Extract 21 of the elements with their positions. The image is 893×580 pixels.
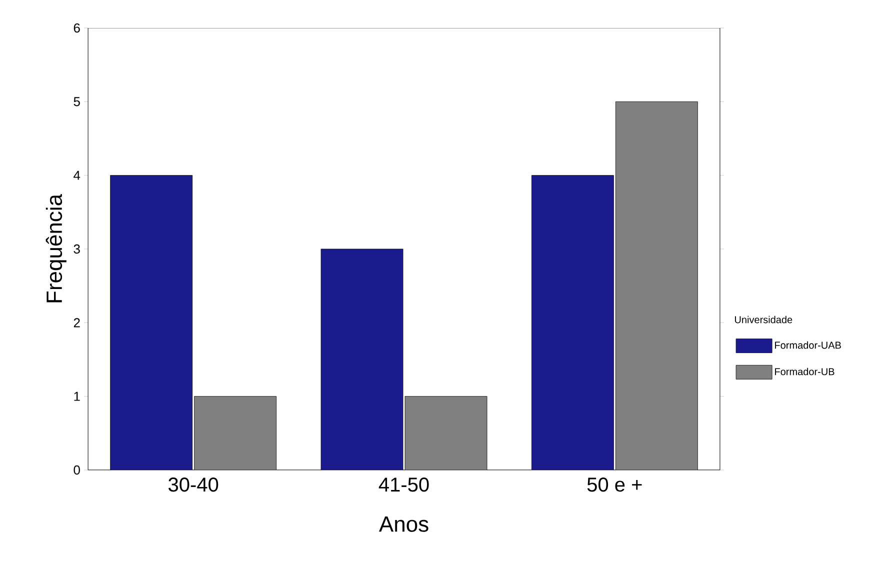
y-tick-label: 4 <box>74 170 80 180</box>
x-tick-label: 41-50 <box>378 478 429 492</box>
legend-label: Formador-UAB <box>775 341 841 349</box>
y-tick-label: 1 <box>74 392 80 401</box>
x-tick-label: 50 e + <box>587 478 642 492</box>
legend-label: Formador-UB <box>775 368 834 376</box>
bar <box>321 249 404 470</box>
x-axis-title: Anos <box>378 516 428 532</box>
legend-title: Universidade <box>734 316 792 324</box>
y-tick-label: 5 <box>74 97 80 106</box>
y-tick-label: 6 <box>74 23 80 33</box>
y-axis-title: Frequência <box>46 194 66 302</box>
bar <box>194 396 276 470</box>
bar <box>405 396 487 470</box>
x-tick-label: 30-40 <box>168 478 218 492</box>
y-tick-label: 0 <box>74 465 80 475</box>
bar <box>110 175 192 470</box>
bar <box>615 101 698 470</box>
y-tick-label: 2 <box>74 318 80 328</box>
y-tick-label: 3 <box>74 244 80 254</box>
bar <box>531 175 614 470</box>
